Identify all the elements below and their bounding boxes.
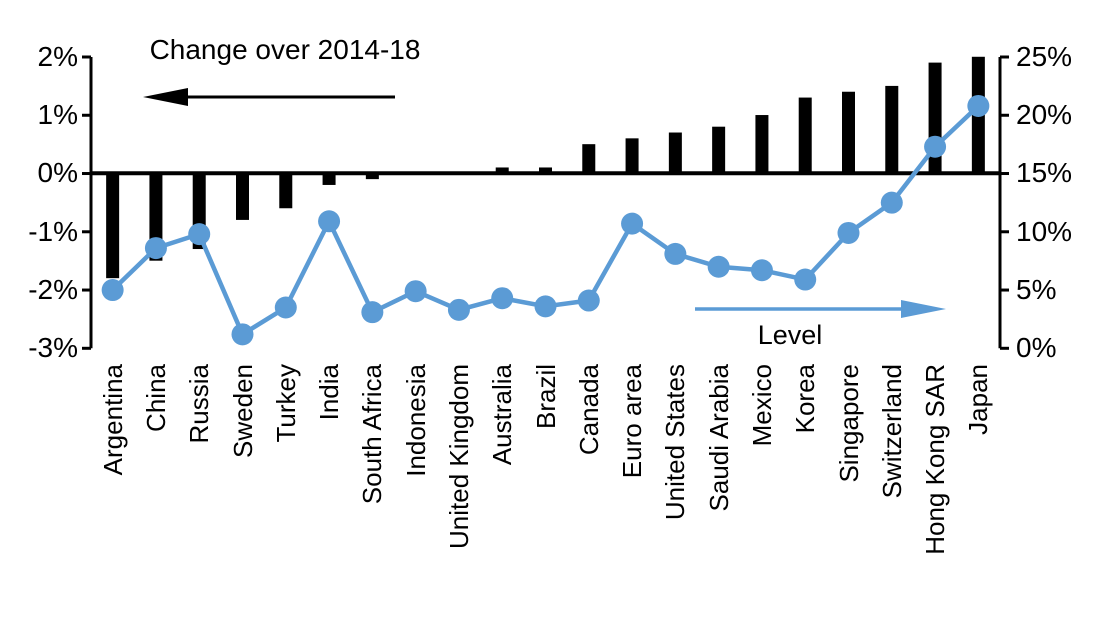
- change-bar: [755, 115, 769, 174]
- level-marker: [750, 259, 773, 282]
- level-marker: [491, 287, 514, 310]
- x-axis-label: South Africa: [357, 364, 388, 505]
- change-bar: [842, 91, 855, 174]
- change-bar: [236, 173, 249, 220]
- change-bar: [539, 167, 552, 174]
- level-marker: [967, 94, 990, 117]
- x-axis-label: Euro area: [617, 364, 648, 479]
- x-axis-label: India: [314, 364, 345, 421]
- x-axis-label: Sweden: [227, 364, 258, 458]
- x-axis-label: United States: [660, 364, 691, 521]
- x-axis-label: Russia: [184, 364, 215, 444]
- change-bar: [106, 173, 120, 279]
- x-axis-label: Japan: [963, 364, 994, 435]
- change-bar: [885, 85, 899, 174]
- left-axis-tick: 2%: [37, 41, 78, 72]
- right-arrow-icon: [901, 300, 946, 318]
- x-axis-label: Switzerland: [876, 364, 907, 499]
- level-marker: [274, 296, 297, 319]
- right-axis-tick: 0%: [1016, 332, 1057, 363]
- level-marker: [621, 212, 644, 235]
- x-axis-label: Hong Kong SAR: [920, 364, 951, 555]
- left-arrow-icon: [143, 88, 188, 106]
- change-bar: [495, 167, 509, 174]
- x-axis-label: United Kingdom: [443, 364, 474, 549]
- change-bar: [625, 138, 639, 174]
- left-axis-tick: 1%: [37, 99, 78, 130]
- level-marker: [880, 191, 903, 214]
- right-axis-tick: 25%: [1016, 41, 1073, 72]
- level-marker: [404, 280, 427, 303]
- change-bar: [322, 173, 336, 185]
- change-bar: [712, 126, 726, 174]
- right-series-title: Level: [757, 320, 823, 350]
- x-axis-label: Brazil: [530, 364, 561, 430]
- level-marker: [361, 301, 384, 324]
- x-axis-label: Saudi Arabia: [703, 364, 734, 512]
- change-bar: [365, 173, 379, 180]
- left-series-title: Change over 2014-18: [149, 34, 421, 65]
- level-marker: [707, 255, 730, 278]
- x-axis-label: Korea: [790, 364, 821, 434]
- x-axis-label: Singapore: [833, 364, 864, 483]
- left-axis-tick: -3%: [28, 332, 78, 363]
- x-axis-label: China: [140, 364, 171, 432]
- change-bar: [798, 97, 812, 174]
- left-axis-tick: 0%: [37, 157, 78, 188]
- x-axis-label: Mexico: [746, 364, 777, 447]
- x-axis-label: Indonesia: [400, 364, 431, 477]
- left-axis-tick: -1%: [28, 216, 78, 247]
- level-marker: [837, 221, 860, 244]
- level-marker: [794, 268, 817, 291]
- level-marker: [664, 242, 687, 265]
- x-axis-label: Argentina: [97, 364, 128, 476]
- right-axis-tick: 15%: [1016, 157, 1073, 188]
- level-marker: [534, 295, 557, 318]
- change-bar: [582, 144, 596, 174]
- level-marker: [318, 210, 341, 233]
- right-axis-tick: 20%: [1016, 99, 1073, 130]
- left-axis-tick: -2%: [28, 274, 78, 305]
- level-marker: [231, 323, 254, 346]
- level-marker: [188, 223, 211, 246]
- change-bar: [668, 132, 682, 174]
- level-marker: [924, 135, 947, 158]
- right-axis-tick: 10%: [1016, 216, 1073, 247]
- right-axis-tick: 5%: [1016, 274, 1057, 305]
- x-axis-label: Australia: [487, 364, 518, 466]
- level-marker: [447, 298, 470, 321]
- level-marker: [144, 237, 167, 260]
- level-marker: [577, 289, 600, 312]
- change-bar: [279, 173, 293, 209]
- level-marker: [101, 279, 124, 302]
- x-axis-label: Turkey: [270, 364, 301, 443]
- x-axis-label: Canada: [573, 364, 604, 456]
